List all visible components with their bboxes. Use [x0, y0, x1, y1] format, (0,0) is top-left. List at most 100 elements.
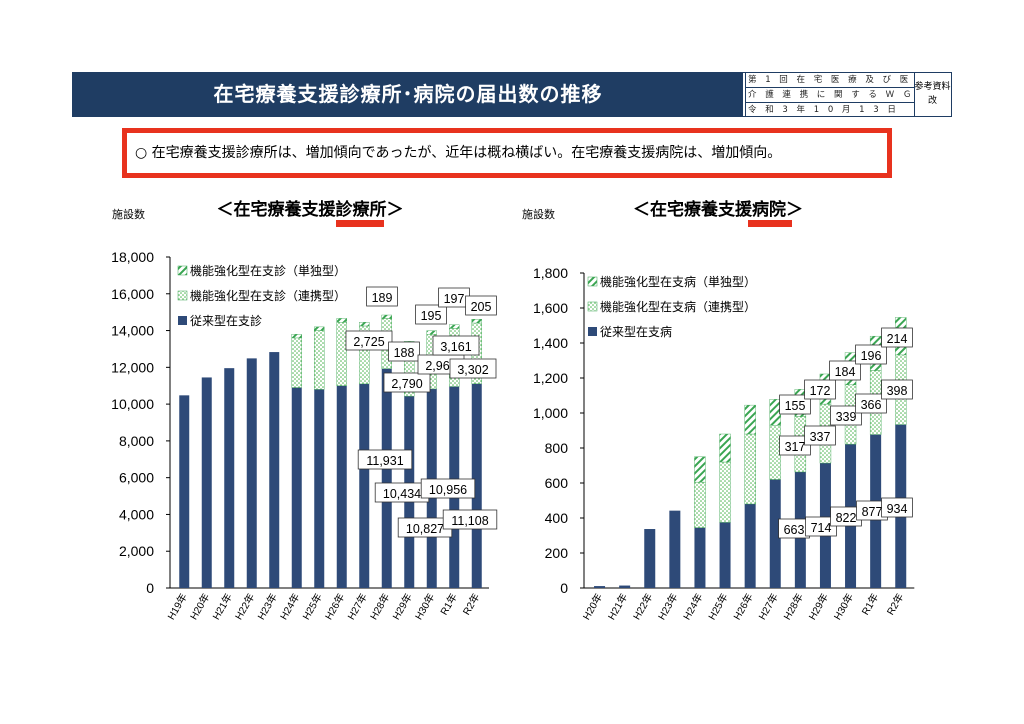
- chart1-bar-conventional: [291, 387, 302, 588]
- chart2-y-tick-label: 1,800: [533, 265, 568, 281]
- chart1-bar-single: [359, 322, 370, 327]
- chart2-bar-cooperative: [719, 461, 731, 523]
- chart1-x-tick-label: H30年: [412, 591, 437, 622]
- chart2-x-tick-label: H22年: [630, 591, 655, 622]
- chart2-bar-conventional: [744, 504, 756, 588]
- chart1-x-tick-label: H27年: [344, 591, 369, 622]
- chart1-bar-conventional: [179, 395, 190, 588]
- chart1-data-label: 2,969: [425, 359, 456, 373]
- chart2-title: ＜在宅療養支援病院＞: [633, 199, 803, 219]
- chart1-title: ＜在宅療養支援診療所＞: [217, 199, 404, 219]
- chart1-data-label: 10,827: [406, 522, 444, 536]
- chart2-bar-conventional: [594, 586, 606, 588]
- chart1-bar-conventional: [381, 368, 392, 588]
- chart1-data-label: 188: [394, 346, 415, 360]
- chart1-bar-cooperative: [336, 322, 347, 386]
- chart1-legend-conventional-swatch: [178, 316, 187, 325]
- chart2-data-label: 398: [887, 384, 908, 398]
- chart1-data-label-box: [388, 341, 420, 362]
- chart1-legend-cooperative: 機能強化型在支診（連携型）: [190, 288, 346, 303]
- chart2-x-tick-label: H25年: [705, 591, 730, 622]
- chart2-x-tick-label: H23年: [655, 591, 680, 622]
- chart1-y-tick-label: 12,000: [111, 359, 154, 375]
- chart1-bar-single: [426, 330, 437, 335]
- chart1-x-tick-label: R2年: [460, 591, 483, 617]
- chart1-legend-single: 機能強化型在支診（単独型）: [190, 263, 346, 278]
- chart1-x-tick-label: H19年: [164, 591, 189, 622]
- chart2-bar-conventional: [719, 522, 731, 588]
- chart1-y-tick-label: 4,000: [119, 506, 154, 522]
- chart1-bar-cooperative: [314, 330, 325, 390]
- chart2-data-label-box: [779, 394, 811, 415]
- chart1-data-label: 195: [421, 309, 442, 323]
- chart2-data-label: 366: [861, 398, 882, 412]
- chart1-data-label-box: [357, 449, 413, 470]
- chart2-x-tick-label: H30年: [831, 591, 856, 622]
- chart1-bar-conventional: [314, 389, 325, 588]
- chart1-y-axis-label: 施設数: [112, 207, 145, 221]
- chart2-data-label-box: [829, 360, 861, 381]
- chart1-bar-single: [314, 326, 325, 331]
- chart1-data-label: 3,161: [440, 340, 471, 354]
- chart1-data-label: 189: [372, 291, 393, 305]
- chart1-data-label-box: [442, 509, 498, 530]
- chart2-data-label-box: [881, 327, 913, 348]
- chart1-data-label: 11,931: [366, 454, 403, 468]
- chart1-data-label-box: [465, 295, 497, 316]
- chart1-bar-conventional: [359, 383, 370, 588]
- chart1-y-tick-label: 16,000: [111, 286, 154, 302]
- chart2-data-label: 877: [862, 505, 883, 519]
- chart2-data-label-box: [805, 516, 837, 537]
- chart1-y-tick-label: 14,000: [111, 323, 154, 339]
- chart2-legend-conventional-swatch: [588, 327, 597, 336]
- chart1-y-tick-label: 10,000: [111, 396, 154, 412]
- chart1-x-tick-label: R1年: [437, 591, 460, 617]
- chart1-data-label-box: [432, 335, 480, 356]
- chart2-data-label: 214: [887, 332, 908, 346]
- chart2-data-label: 172: [810, 384, 831, 398]
- header-bar: [73, 73, 743, 116]
- chart1-data-label-box: [449, 358, 497, 379]
- chart1-x-tick-label: H21年: [209, 591, 234, 622]
- chart1-bar-conventional: [336, 385, 347, 588]
- meeting-info-line-3: 令 和 3 年 1 0 月 1 3 日: [748, 105, 899, 115]
- chart2-y-tick-label: 800: [545, 440, 569, 456]
- chart1-y-tick-label: 2,000: [119, 543, 154, 559]
- chart2-data-label-box: [881, 497, 913, 518]
- chart2-x-tick-label: H29年: [806, 591, 831, 622]
- chart2-x-tick-label: H21年: [605, 591, 630, 622]
- chart1-bar-single: [449, 324, 460, 329]
- chart2-bar-cooperative: [694, 481, 706, 528]
- chart2-x-tick-label: R1年: [859, 591, 882, 617]
- chart2-bar-conventional: [669, 510, 681, 588]
- chart2-data-label-box: [779, 435, 811, 456]
- chart1-data-label-box: [366, 286, 398, 307]
- chart1-bar-conventional: [224, 368, 235, 588]
- chart1-x-tick-label: H24年: [277, 591, 302, 622]
- chart2-data-label: 934: [887, 502, 908, 516]
- chart2-y-tick-label: 200: [545, 545, 569, 561]
- chart1-bar-conventional: [201, 377, 212, 588]
- chart2-legend-cooperative: 機能強化型在支病（連携型）: [600, 299, 756, 314]
- chart2-bar-conventional: [644, 529, 656, 588]
- meeting-info-line-2: 介 護 連 携 に 関 す る Ｗ Ｇ: [746, 88, 914, 103]
- chart1-bar-single: [381, 314, 392, 319]
- chart2-data-label: 184: [835, 365, 856, 379]
- chart1-y-tick-label: 18,000: [111, 249, 154, 265]
- chart2-title-underline: [748, 220, 792, 227]
- chart2-x-tick-label: H26年: [730, 591, 755, 622]
- chart2-bar-conventional: [769, 479, 781, 588]
- chart2-bar-cooperative: [769, 425, 781, 480]
- chart2-data-label: 337: [810, 430, 831, 444]
- chart2-legend-cooperative-swatch: [587, 301, 598, 312]
- chart1-x-tick-label: H29年: [389, 591, 414, 622]
- chart1-y-tick-label: 6,000: [119, 470, 154, 486]
- chart1-data-label-box: [420, 478, 476, 499]
- chart2-data-label: 196: [861, 349, 882, 363]
- chart1-bar-conventional: [269, 352, 280, 588]
- reference-label-line-1: 参考資料: [914, 82, 951, 92]
- chart1-data-label-box: [345, 330, 393, 351]
- reference-label-line-2: 改: [927, 96, 937, 106]
- chart2-data-label: 663: [784, 523, 805, 537]
- chart2-data-label-box: [804, 425, 836, 446]
